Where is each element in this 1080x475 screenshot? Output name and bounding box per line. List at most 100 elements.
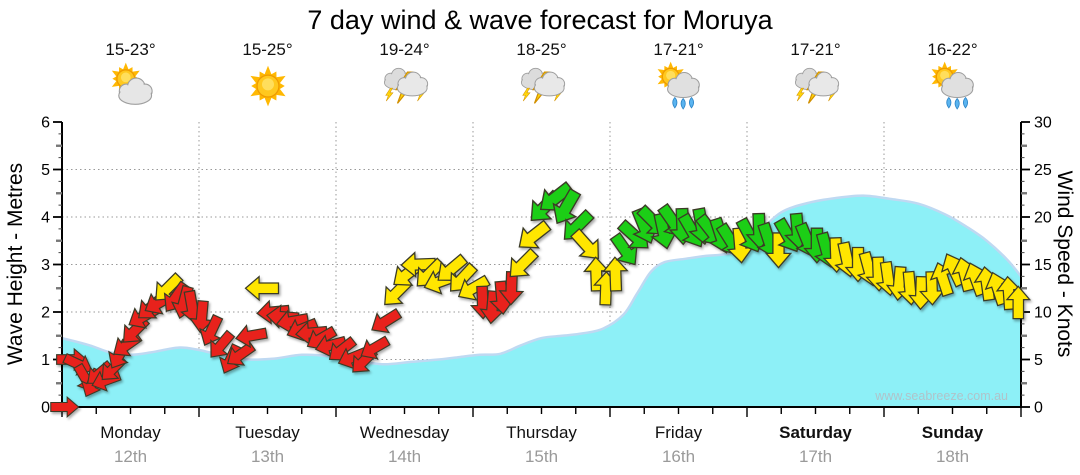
wind-arrow [189, 299, 214, 334]
wind-arrow [764, 232, 793, 269]
wind-arrow-shape [498, 270, 525, 306]
day-date-label: 12th [114, 447, 147, 466]
wind-arrow [50, 396, 80, 418]
wind-arrow-shape [234, 324, 268, 349]
wind-arrow [400, 251, 437, 278]
wind-arrow-shape [552, 187, 582, 225]
sun-weather-icon [206, 60, 330, 110]
day-name-label: Monday [100, 423, 161, 442]
day-date-label: 13th [251, 447, 284, 466]
wind-arrow [457, 274, 491, 301]
day-name-label: Sunday [922, 423, 984, 442]
wind-arrow-shape [602, 256, 629, 292]
forecast-day-6: 17-21° [754, 40, 878, 110]
wave-tick-label: 5 [41, 162, 50, 179]
wind-arrow [371, 307, 403, 334]
wind-tick-label: 25 [1034, 162, 1052, 179]
wind-arrow [199, 313, 224, 347]
page-title: 7 day wind & wave forecast for Moruya [307, 5, 773, 35]
wind-tick-label: 15 [1034, 257, 1052, 274]
wind-arrow-shape [457, 274, 491, 301]
wind-arrow [234, 324, 268, 349]
wind-arrow-shape [569, 227, 599, 260]
wind-arrow [244, 275, 280, 302]
watermark-text: www.seabreeze.com.au [874, 389, 1008, 403]
wave-tick-label: 1 [41, 352, 50, 369]
wind-arrow-shape [509, 247, 540, 278]
forecast-day-7: 16-22° [891, 40, 1015, 110]
wind-arrow-shape [189, 299, 214, 334]
temp-range: 15-25° [242, 40, 293, 59]
temp-range: 15-23° [105, 40, 156, 59]
wind-arrow-shape [1005, 285, 1032, 320]
storm-weather-icon [480, 60, 604, 110]
day-name-label: Thursday [506, 423, 577, 442]
wind-arrow-shape [400, 251, 437, 278]
wind-arrow-shape [337, 346, 369, 370]
wind-arrow [294, 320, 328, 346]
wind-arrow [918, 270, 945, 306]
wind-arrow-shape [518, 219, 552, 249]
forecast-day-2: 15-25° [206, 40, 330, 110]
wind-arrow [609, 231, 638, 266]
wave-tick-label: 2 [41, 305, 50, 322]
wind-arrow [518, 219, 552, 249]
wind-arrow-shape [50, 396, 80, 418]
wind-arrow [210, 329, 236, 358]
wind-arrow [1005, 285, 1032, 320]
wind-arrow [509, 247, 540, 278]
temp-range: 17-21° [790, 40, 841, 59]
sun-shower-weather-icon [617, 60, 741, 110]
wind-arrow [360, 335, 391, 360]
wave-tick-label: 6 [41, 115, 50, 132]
day-name-label: Saturday [779, 423, 852, 442]
wind-arrow [569, 227, 599, 260]
wind-arrow-shape [609, 231, 638, 266]
day-date-label: 16th [662, 447, 695, 466]
wave-tick-label: 3 [41, 257, 50, 274]
day-name-label: Friday [655, 423, 703, 442]
wind-arrow-shape [210, 329, 236, 358]
storm-weather-icon [343, 60, 467, 110]
day-name-label: Wednesday [360, 423, 450, 442]
wind-arrow-shape [360, 335, 391, 360]
wind-arrow [498, 270, 525, 306]
day-date-label: 15th [525, 447, 558, 466]
temp-range: 16-22° [927, 40, 978, 59]
wind-arrow-shape [155, 271, 184, 301]
wind-arrow [337, 346, 369, 370]
forecast-day-1: 15-23° [69, 40, 193, 110]
wind-arrow [155, 271, 184, 301]
wind-arrow-shape [918, 270, 945, 306]
wind-tick-label: 5 [1034, 352, 1043, 369]
sun-shower-weather-icon [891, 60, 1015, 110]
wind-tick-label: 30 [1034, 115, 1052, 132]
day-date-label: 14th [388, 447, 421, 466]
forecast-day-5: 17-21° [617, 40, 741, 110]
wave-tick-label: 4 [41, 210, 50, 227]
day-date-label: 18th [936, 447, 969, 466]
temp-range: 19-24° [379, 40, 430, 59]
wave-tick-label: 0 [41, 400, 50, 417]
temp-range: 18-25° [516, 40, 567, 59]
day-name-label: Tuesday [235, 423, 300, 442]
wind-arrow-shape [764, 232, 793, 269]
forecast-day-3: 19-24° [343, 40, 467, 110]
wind-arrow [602, 256, 629, 292]
wind-arrow-shape [244, 275, 280, 302]
temp-range: 17-21° [653, 40, 704, 59]
wind-tick-label: 0 [1034, 400, 1043, 417]
wind-arrow [552, 187, 582, 225]
forecast-day-4: 18-25° [480, 40, 604, 110]
wind-tick-label: 10 [1034, 305, 1052, 322]
wind-arrow [314, 334, 348, 358]
sun-cloud-weather-icon [69, 60, 193, 110]
wind-tick-label: 20 [1034, 210, 1052, 227]
wind-arrows [50, 181, 1032, 418]
wind-arrow-shape [371, 307, 403, 334]
storm-weather-icon [754, 60, 878, 110]
wind-arrow-shape [314, 334, 348, 358]
wind-arrow-shape [199, 313, 224, 347]
